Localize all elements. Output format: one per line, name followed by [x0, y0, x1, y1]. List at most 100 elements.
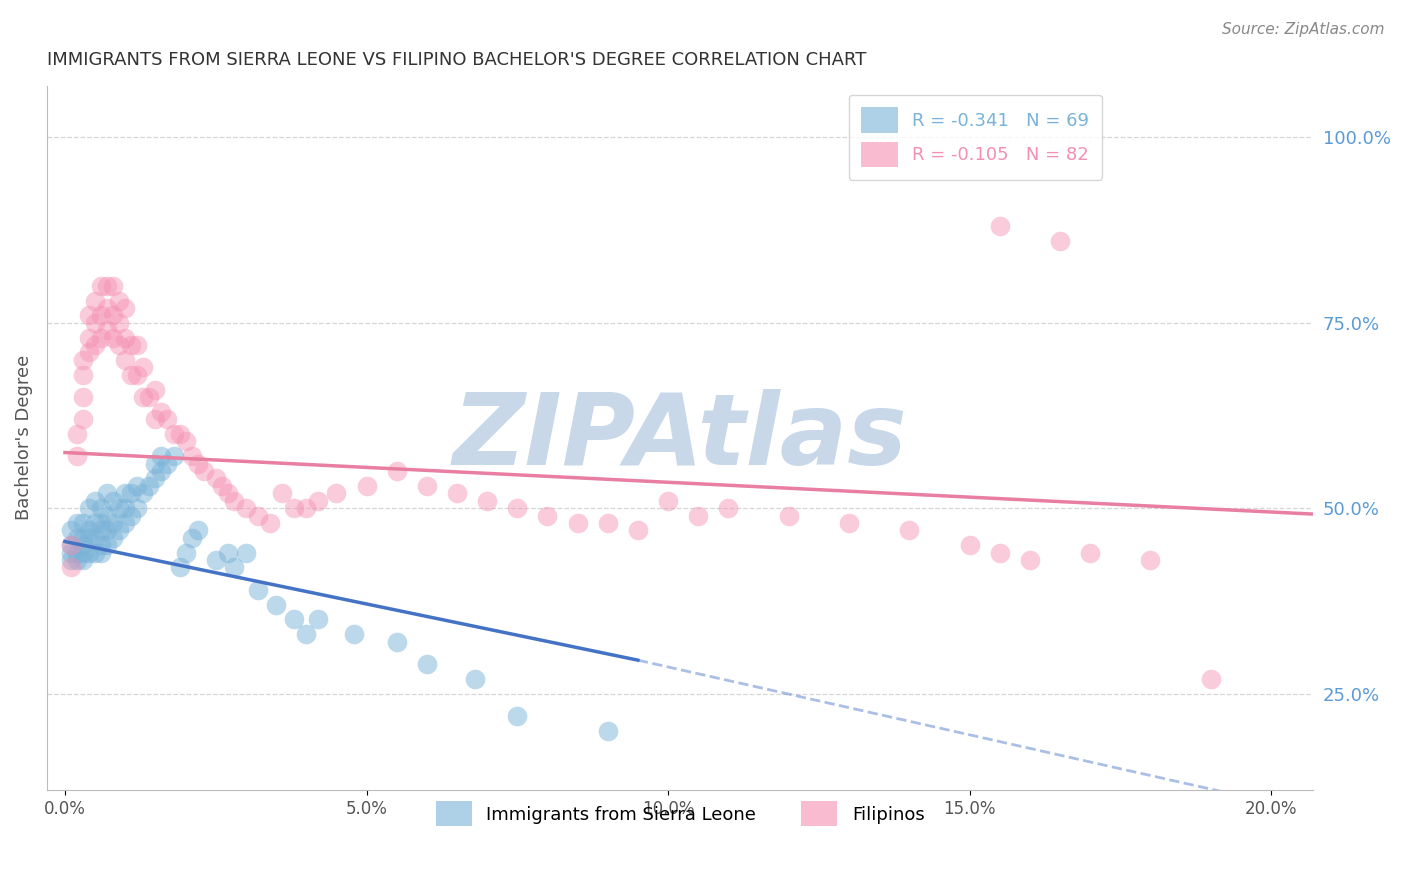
- Point: [169, 427, 191, 442]
- Point: [127, 338, 149, 352]
- Point: [127, 501, 149, 516]
- Point: [114, 301, 136, 315]
- Point: [60, 553, 83, 567]
- Point: [72, 538, 94, 552]
- Point: [180, 531, 202, 545]
- Point: [150, 405, 173, 419]
- Point: [222, 493, 245, 508]
- Point: [90, 501, 112, 516]
- Text: ZIPAtlas: ZIPAtlas: [453, 389, 907, 486]
- Point: [90, 538, 112, 552]
- Point: [283, 612, 305, 626]
- Point: [1078, 546, 1101, 560]
- Point: [84, 493, 107, 508]
- Point: [307, 612, 329, 626]
- Point: [193, 464, 215, 478]
- Point: [627, 524, 650, 538]
- Point: [385, 634, 408, 648]
- Point: [217, 546, 239, 560]
- Point: [103, 278, 125, 293]
- Point: [180, 449, 202, 463]
- Point: [988, 546, 1011, 560]
- Point: [222, 560, 245, 574]
- Point: [96, 508, 118, 523]
- Point: [77, 546, 100, 560]
- Point: [84, 293, 107, 308]
- Point: [84, 531, 107, 545]
- Point: [108, 524, 131, 538]
- Point: [90, 330, 112, 344]
- Point: [162, 427, 184, 442]
- Point: [72, 390, 94, 404]
- Point: [145, 412, 167, 426]
- Point: [295, 627, 318, 641]
- Point: [72, 553, 94, 567]
- Point: [120, 508, 142, 523]
- Legend: Immigrants from Sierra Leone, Filipinos: Immigrants from Sierra Leone, Filipinos: [429, 794, 932, 834]
- Point: [60, 546, 83, 560]
- Point: [77, 309, 100, 323]
- Point: [60, 524, 83, 538]
- Point: [156, 457, 179, 471]
- Point: [132, 486, 155, 500]
- Point: [66, 516, 89, 530]
- Point: [132, 390, 155, 404]
- Point: [66, 553, 89, 567]
- Point: [246, 582, 269, 597]
- Point: [446, 486, 468, 500]
- Point: [77, 524, 100, 538]
- Point: [103, 493, 125, 508]
- Point: [114, 486, 136, 500]
- Point: [717, 501, 740, 516]
- Point: [103, 309, 125, 323]
- Point: [108, 501, 131, 516]
- Point: [464, 672, 486, 686]
- Point: [60, 538, 83, 552]
- Point: [120, 486, 142, 500]
- Point: [77, 345, 100, 359]
- Point: [295, 501, 318, 516]
- Point: [150, 464, 173, 478]
- Point: [211, 479, 233, 493]
- Point: [96, 524, 118, 538]
- Point: [84, 546, 107, 560]
- Point: [657, 493, 679, 508]
- Point: [114, 501, 136, 516]
- Point: [596, 723, 619, 738]
- Point: [416, 657, 439, 671]
- Point: [475, 493, 498, 508]
- Point: [1049, 234, 1071, 248]
- Point: [96, 486, 118, 500]
- Point: [959, 538, 981, 552]
- Point: [778, 508, 800, 523]
- Point: [217, 486, 239, 500]
- Point: [283, 501, 305, 516]
- Point: [343, 627, 366, 641]
- Y-axis label: Bachelor's Degree: Bachelor's Degree: [15, 355, 32, 520]
- Point: [77, 531, 100, 545]
- Point: [103, 516, 125, 530]
- Point: [108, 338, 131, 352]
- Point: [127, 368, 149, 382]
- Point: [536, 508, 558, 523]
- Point: [84, 316, 107, 330]
- Point: [60, 538, 83, 552]
- Point: [108, 293, 131, 308]
- Point: [66, 427, 89, 442]
- Point: [162, 449, 184, 463]
- Point: [187, 457, 209, 471]
- Point: [138, 390, 160, 404]
- Point: [145, 457, 167, 471]
- Point: [90, 516, 112, 530]
- Point: [156, 412, 179, 426]
- Point: [325, 486, 347, 500]
- Point: [145, 471, 167, 485]
- Point: [506, 501, 529, 516]
- Point: [84, 516, 107, 530]
- Point: [66, 546, 89, 560]
- Point: [271, 486, 294, 500]
- Text: IMMIGRANTS FROM SIERRA LEONE VS FILIPINO BACHELOR'S DEGREE CORRELATION CHART: IMMIGRANTS FROM SIERRA LEONE VS FILIPINO…: [46, 51, 866, 69]
- Point: [72, 352, 94, 367]
- Point: [96, 538, 118, 552]
- Point: [72, 531, 94, 545]
